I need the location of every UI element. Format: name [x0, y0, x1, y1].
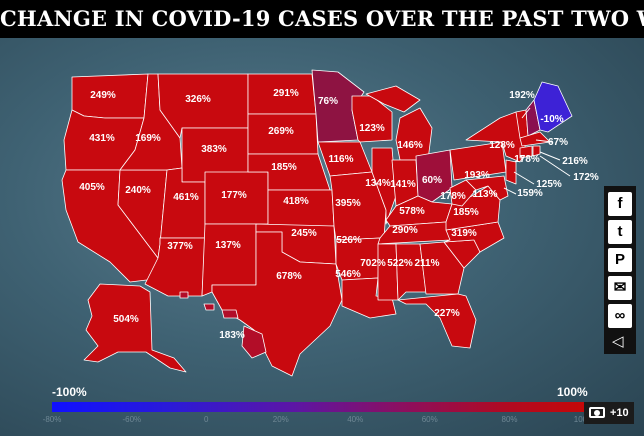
- state-fl[interactable]: [397, 293, 477, 349]
- state-value-ri: 172%: [573, 172, 599, 183]
- state-value-nc: 185%: [453, 207, 479, 218]
- state-value-ok: 245%: [291, 228, 317, 239]
- state-hi-3: [203, 303, 215, 311]
- state-value-me: -10%: [540, 114, 563, 125]
- state-value-va: 113%: [472, 189, 497, 200]
- state-value-oh: 60%: [422, 175, 442, 186]
- state-value-ak: 504%: [113, 314, 139, 325]
- legend-ticks: -80%-60%020%40%60%80%100%: [43, 415, 595, 427]
- state-value-nv: 240%: [125, 185, 151, 196]
- state-value-il: 134%: [365, 178, 391, 189]
- state-value-ky: 578%: [399, 206, 425, 217]
- state-ri[interactable]: [532, 145, 541, 157]
- state-value-wv: 178%: [440, 191, 466, 202]
- state-ak[interactable]: [83, 283, 187, 373]
- state-value-fl: 227%: [434, 308, 460, 319]
- legend-tick: 20%: [272, 415, 289, 424]
- state-value-ut: 461%: [173, 192, 199, 203]
- state-value-ms: 702%: [360, 258, 386, 269]
- state-nc[interactable]: [443, 221, 505, 253]
- state-value-az: 377%: [167, 241, 193, 252]
- link-icon[interactable]: ∞: [608, 304, 632, 328]
- state-hi-2: [221, 309, 239, 319]
- state-tx[interactable]: [211, 231, 343, 377]
- state-value-la: 546%: [335, 269, 361, 280]
- legend-tick: -60%: [122, 415, 142, 424]
- state-value-ct: 178%: [514, 154, 540, 165]
- state-value-wy: 383%: [201, 144, 227, 155]
- state-value-id: 169%: [135, 133, 161, 144]
- legend-tick: 40%: [347, 415, 364, 424]
- state-value-ga: 211%: [414, 258, 439, 269]
- pinterest-icon[interactable]: P: [608, 248, 632, 272]
- legend-tick: 80%: [501, 415, 518, 424]
- facebook-icon[interactable]: f: [608, 192, 632, 216]
- camera-icon: [589, 407, 605, 418]
- state-me[interactable]: [533, 81, 573, 133]
- state-value-ca: 405%: [79, 182, 105, 193]
- state-value-ks: 418%: [283, 196, 309, 207]
- legend-min-label: -100%: [52, 385, 87, 399]
- state-ga[interactable]: [419, 241, 465, 295]
- state-al[interactable]: [395, 243, 427, 301]
- state-value-md: 159%: [517, 188, 543, 199]
- state-value-tx: 678%: [276, 271, 302, 282]
- state-va[interactable]: [445, 185, 501, 231]
- photo-gallery-button[interactable]: +10: [584, 402, 634, 424]
- state-value-nh: 67%: [548, 137, 568, 148]
- state-value-vt: 192%: [509, 90, 535, 101]
- state-value-mt: 326%: [185, 94, 211, 105]
- page-title: CHANGE IN COVID-19 CASES OVER THE PAST T…: [0, 0, 644, 38]
- state-value-ma: 216%: [562, 156, 588, 167]
- state-value-pa: 193%: [464, 170, 490, 181]
- legend-tick: -80%: [42, 415, 62, 424]
- state-hi[interactable]: [241, 325, 267, 359]
- photo-count: +10: [610, 407, 629, 419]
- state-value-ne: 185%: [271, 162, 297, 173]
- state-mi-up: [365, 85, 421, 113]
- state-value-sd: 269%: [268, 126, 294, 137]
- state-value-nj: 125%: [536, 179, 562, 190]
- state-ms[interactable]: [377, 243, 399, 301]
- twitter-icon[interactable]: t: [608, 220, 632, 244]
- state-value-or: 431%: [89, 133, 115, 144]
- state-value-wa: 249%: [90, 90, 116, 101]
- state-value-ar: 526%: [336, 235, 362, 246]
- state-value-mi: 146%: [397, 140, 423, 151]
- state-value-in: 141%: [390, 179, 416, 190]
- state-value-nd: 291%: [273, 88, 299, 99]
- state-value-hi: 183%: [219, 330, 245, 341]
- email-icon[interactable]: ✉: [608, 276, 632, 300]
- state-value-ia: 116%: [328, 154, 353, 165]
- share-bar: f t P ✉ ∞ ◁: [604, 186, 636, 354]
- state-md[interactable]: [465, 175, 509, 201]
- state-oh[interactable]: [415, 149, 453, 203]
- legend-tick: 60%: [421, 415, 438, 424]
- state-wv[interactable]: [449, 179, 477, 207]
- state-value-wi: 123%: [359, 123, 385, 134]
- state-value-al: 522%: [387, 258, 413, 269]
- state-value-sc: 319%: [451, 228, 477, 239]
- state-nj[interactable]: [505, 159, 517, 185]
- state-value-ny: 128%: [489, 140, 515, 151]
- legend-max-label: 100%: [557, 385, 588, 399]
- state-ct[interactable]: [519, 145, 533, 159]
- state-value-tn: 290%: [392, 225, 418, 236]
- state-mi[interactable]: [395, 107, 433, 161]
- state-value-mo: 395%: [335, 198, 361, 209]
- state-il[interactable]: [371, 147, 397, 225]
- us-map: 249% 431% 405% 240% 169% 326% 383% 461% 377% 177%…: [61, 69, 599, 377]
- share-icon[interactable]: ◁: [612, 333, 624, 350]
- state-value-mn: 76%: [318, 96, 338, 107]
- state-value-nm: 137%: [215, 240, 241, 251]
- legend-color-scale: [52, 402, 584, 412]
- state-hi-4: [179, 291, 189, 299]
- legend-tick: 0: [204, 415, 209, 424]
- state-value-co: 177%: [221, 190, 247, 201]
